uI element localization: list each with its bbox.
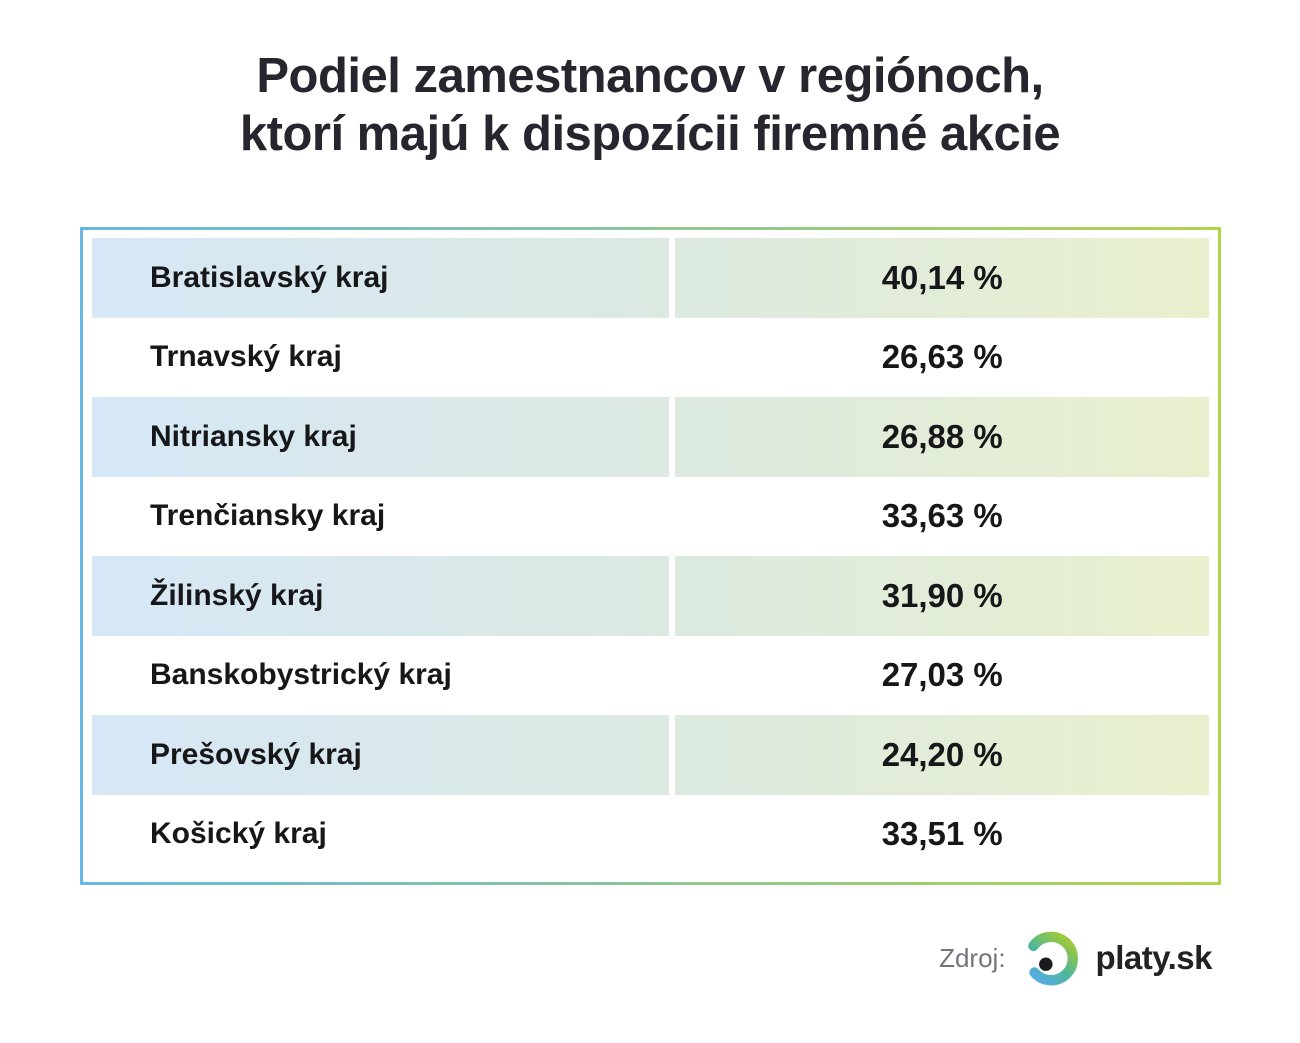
page-title-line2: ktorí majú k dispozícii firemné akcie [239,106,1061,161]
source-label: Zdroj: [939,942,1006,973]
column-divider [669,635,676,715]
region-value: 40,14 % [881,258,1003,296]
column-divider [669,794,676,874]
table-row: Nitriansky kraj 26,88 % [92,397,1209,477]
region-name: Nitriansky kraj [150,419,357,453]
table-row: Trenčiansky kraj 33,63 % [92,476,1209,556]
table-row: Banskobystrický kraj 27,03 % [92,635,1209,715]
region-value: 33,51 % [881,815,1003,853]
column-divider [669,238,676,318]
brand-name: platy.sk [1095,939,1213,976]
platy-ring-icon [1027,931,1078,986]
region-value: 31,90 % [881,576,1003,614]
page-title: Podiel zamestnancov v regiónoch, ktorí m… [0,48,1300,164]
region-value: 33,63 % [881,497,1003,535]
table-row: Žilinský kraj 31,90 % [92,556,1209,636]
column-divider [669,476,676,556]
region-name: Žilinský kraj [150,578,324,612]
table-row: Bratislavský kraj 40,14 % [92,238,1209,318]
column-divider [669,317,676,397]
region-name: Trnavský kraj [150,340,342,374]
region-table: Bratislavský kraj 40,14 % Trnavský kraj … [80,227,1221,885]
column-divider [669,556,676,636]
page-title-line1: Podiel zamestnancov v regiónoch, [256,49,1044,103]
region-value: 26,63 % [881,338,1003,376]
region-value: 26,88 % [881,417,1003,455]
column-divider [669,715,676,795]
table-row: Košický kraj 33,51 % [92,794,1209,874]
region-value: 27,03 % [881,656,1003,694]
region-name: Bratislavský kraj [150,260,389,294]
region-name: Trenčiansky kraj [150,499,386,533]
table-row: Prešovský kraj 24,20 % [92,715,1209,795]
region-value: 24,20 % [881,735,1003,773]
region-name: Prešovský kraj [150,737,362,771]
region-table-rows: Bratislavský kraj 40,14 % Trnavský kraj … [92,238,1209,874]
source-attribution: Zdroj: platy.sk [939,926,1213,990]
table-row: Trnavský kraj 26,63 % [92,317,1209,397]
column-divider [669,397,676,477]
region-name: Košický kraj [150,817,327,851]
region-name: Banskobystrický kraj [150,658,452,692]
